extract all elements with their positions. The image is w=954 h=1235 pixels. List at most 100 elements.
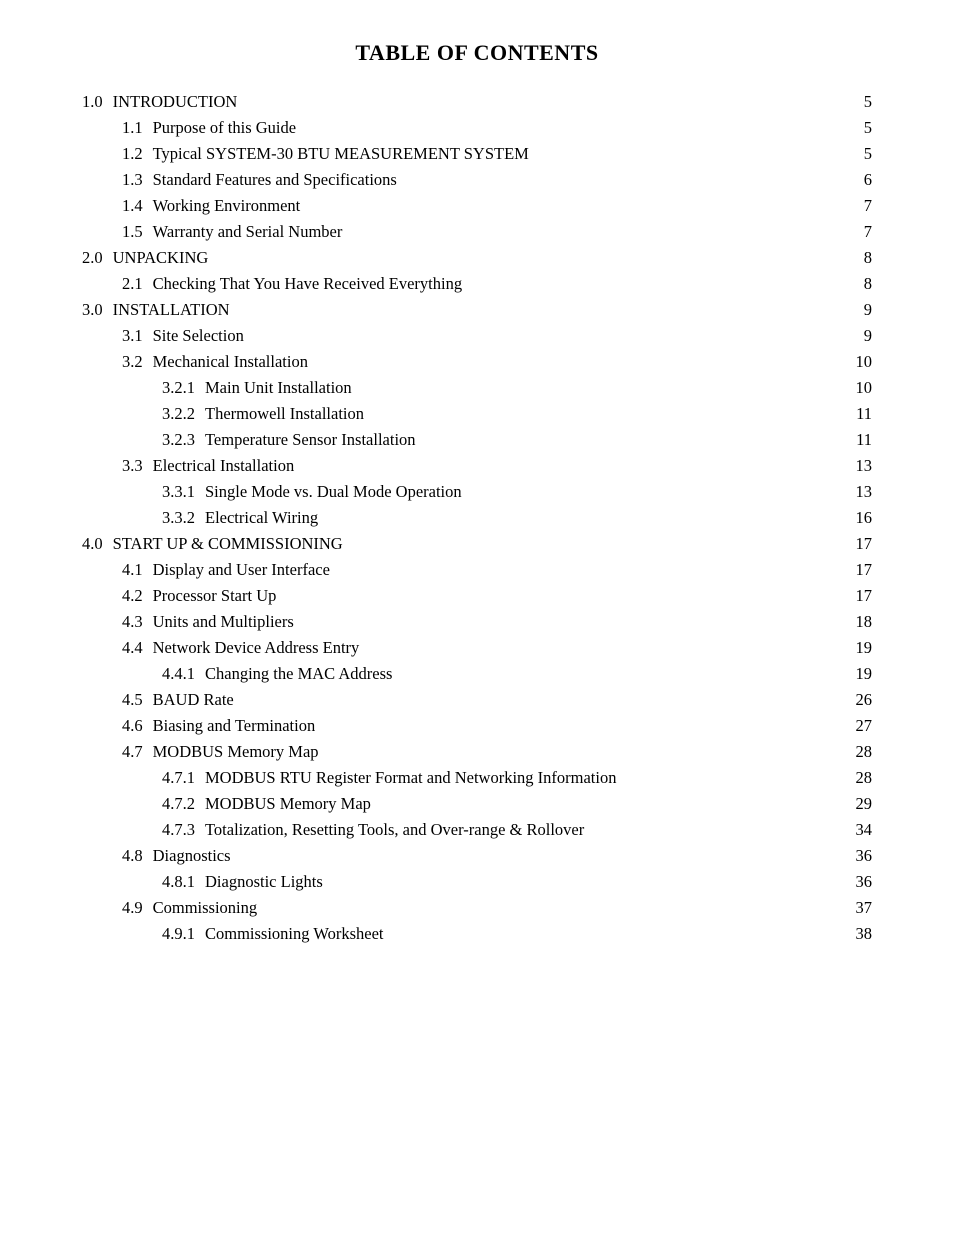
toc-entry-page: 19 — [844, 666, 872, 683]
toc-entry-title: Typical SYSTEM-30 BTU MEASUREMENT SYSTEM — [153, 146, 529, 163]
toc-entry-number: 3.3 — [122, 458, 153, 475]
toc-entry-page: 7 — [844, 198, 872, 215]
toc-entry-page: 17 — [844, 562, 872, 579]
toc-entry-page: 8 — [844, 250, 872, 267]
toc-entry-number: 4.8.1 — [162, 874, 205, 891]
toc-entry-number: 3.0 — [82, 302, 113, 319]
toc-entry: 4.4Network Device Address Entry 19 — [82, 640, 872, 657]
toc-entry-page: 5 — [844, 94, 872, 111]
toc-entry-title: Commissioning Worksheet — [205, 926, 384, 943]
toc-entry-page: 9 — [844, 302, 872, 319]
toc-entry-number: 3.1 — [122, 328, 153, 345]
toc-entry-number: 4.4.1 — [162, 666, 205, 683]
toc-entry-title: Purpose of this Guide — [153, 120, 296, 137]
toc-entry: 4.3Units and Multipliers18 — [82, 614, 872, 631]
toc-entry-number: 1.4 — [122, 198, 153, 215]
toc-entry-title: Biasing and Termination — [153, 718, 316, 735]
toc-entry-number: 2.0 — [82, 250, 113, 267]
toc-entry-number: 4.4 — [122, 640, 153, 657]
toc-entry: 4.7.1MODBUS RTU Register Format and Netw… — [82, 770, 872, 787]
toc-entry-number: 4.8 — [122, 848, 153, 865]
toc-entry-title: Warranty and Serial Number — [153, 224, 343, 241]
toc-entry-page: 5 — [844, 120, 872, 137]
toc-entry-title: Changing the MAC Address — [205, 666, 392, 683]
toc-entry-page: 28 — [844, 770, 872, 787]
toc-entry-number: 3.3.2 — [162, 510, 205, 527]
toc-entry-title: UNPACKING — [113, 250, 209, 267]
toc-entry-page: 29 — [844, 796, 872, 813]
toc-entry-page: 17 — [844, 536, 872, 553]
toc-entry-page: 34 — [844, 822, 872, 839]
toc-entry-page: 10 — [844, 380, 872, 397]
toc-entry-page: 10 — [844, 354, 872, 371]
toc-entry: 2.0UNPACKING 8 — [82, 250, 872, 267]
toc-entry: 3.3.1Single Mode vs. Dual Mode Operation… — [82, 484, 872, 501]
toc-entry: 3.2.2Thermowell Installation 11 — [82, 406, 872, 423]
toc-entry-number: 2.1 — [122, 276, 153, 293]
toc-entry-title: Processor Start Up — [153, 588, 277, 605]
toc-entry-number: 1.2 — [122, 146, 153, 163]
toc-entry: 4.7.3Totalization, Resetting Tools, and … — [82, 822, 872, 839]
toc-entry-number: 4.3 — [122, 614, 153, 631]
toc-entry-title: Checking That You Have Received Everythi… — [153, 276, 462, 293]
toc-entry-page: 37 — [844, 900, 872, 917]
toc-entry: 1.0INTRODUCTION5 — [82, 94, 872, 111]
toc-entry: 4.4.1Changing the MAC Address 19 — [82, 666, 872, 683]
toc-entry: 2.1Checking That You Have Received Every… — [82, 276, 872, 293]
toc-entry-title: Electrical Wiring — [205, 510, 318, 527]
toc-entry-page: 27 — [844, 718, 872, 735]
toc-entry: 1.2Typical SYSTEM-30 BTU MEASUREMENT SYS… — [82, 146, 872, 163]
toc-entry-number: 4.7.1 — [162, 770, 205, 787]
toc-entry-number: 3.3.1 — [162, 484, 205, 501]
toc-entry-title: MODBUS Memory Map — [205, 796, 371, 813]
toc-entry-title: BAUD Rate — [153, 692, 234, 709]
toc-entry: 1.5Warranty and Serial Number7 — [82, 224, 872, 241]
toc-entry-number: 1.1 — [122, 120, 153, 137]
toc-entry-title: Thermowell Installation — [205, 406, 364, 423]
toc-entry-number: 4.7 — [122, 744, 153, 761]
toc-entry-number: 3.2.2 — [162, 406, 205, 423]
toc-entry: 3.1Site Selection 9 — [82, 328, 872, 345]
toc-entry: 3.3.2Electrical Wiring16 — [82, 510, 872, 527]
toc-entry-title: Site Selection — [153, 328, 244, 345]
toc-entry-page: 13 — [844, 458, 872, 475]
toc-entry-page: 28 — [844, 744, 872, 761]
toc-entry: 3.2.1Main Unit Installation10 — [82, 380, 872, 397]
toc-entry: 1.3Standard Features and Specifications6 — [82, 172, 872, 189]
toc-entry-title: Display and User Interface — [153, 562, 330, 579]
toc-entry-number: 1.0 — [82, 94, 113, 111]
toc-entry-number: 4.2 — [122, 588, 153, 605]
toc-entry-page: 18 — [844, 614, 872, 631]
toc-entry-page: 11 — [844, 406, 872, 423]
toc-entry: 4.0START UP & COMMISSIONING17 — [82, 536, 872, 553]
toc-entry-page: 19 — [844, 640, 872, 657]
toc-entry-number: 1.3 — [122, 172, 153, 189]
toc-entry-title: MODBUS RTU Register Format and Networkin… — [205, 770, 616, 787]
table-of-contents: 1.0INTRODUCTION5 1.1Purpose of this Guide… — [82, 94, 872, 943]
page-title: TABLE OF CONTENTS — [82, 40, 872, 66]
toc-entry-number: 4.7.2 — [162, 796, 205, 813]
toc-entry-page: 5 — [844, 146, 872, 163]
toc-entry: 4.8.1Diagnostic Lights36 — [82, 874, 872, 891]
toc-entry-page: 13 — [844, 484, 872, 501]
toc-entry-page: 36 — [844, 874, 872, 891]
toc-entry: 4.7.2MODBUS Memory Map 29 — [82, 796, 872, 813]
toc-entry-title: Standard Features and Specifications — [153, 172, 397, 189]
toc-entry-number: 3.2.3 — [162, 432, 205, 449]
toc-entry-page: 26 — [844, 692, 872, 709]
toc-entry: 1.4Working Environment7 — [82, 198, 872, 215]
toc-entry: 1.1Purpose of this Guide 5 — [82, 120, 872, 137]
toc-entry-title: Electrical Installation — [153, 458, 295, 475]
toc-entry: 3.2Mechanical Installation10 — [82, 354, 872, 371]
toc-entry-title: Mechanical Installation — [153, 354, 308, 371]
toc-entry: 3.3Electrical Installation 13 — [82, 458, 872, 475]
toc-entry-page: 7 — [844, 224, 872, 241]
toc-entry: 4.2Processor Start Up17 — [82, 588, 872, 605]
toc-entry-page: 9 — [844, 328, 872, 345]
toc-entry: 4.8Diagnostics36 — [82, 848, 872, 865]
toc-entry-number: 4.6 — [122, 718, 153, 735]
toc-entry-title: Network Device Address Entry — [153, 640, 360, 657]
toc-entry: 4.9Commissioning37 — [82, 900, 872, 917]
toc-entry-number: 4.5 — [122, 692, 153, 709]
toc-entry-number: 4.9.1 — [162, 926, 205, 943]
